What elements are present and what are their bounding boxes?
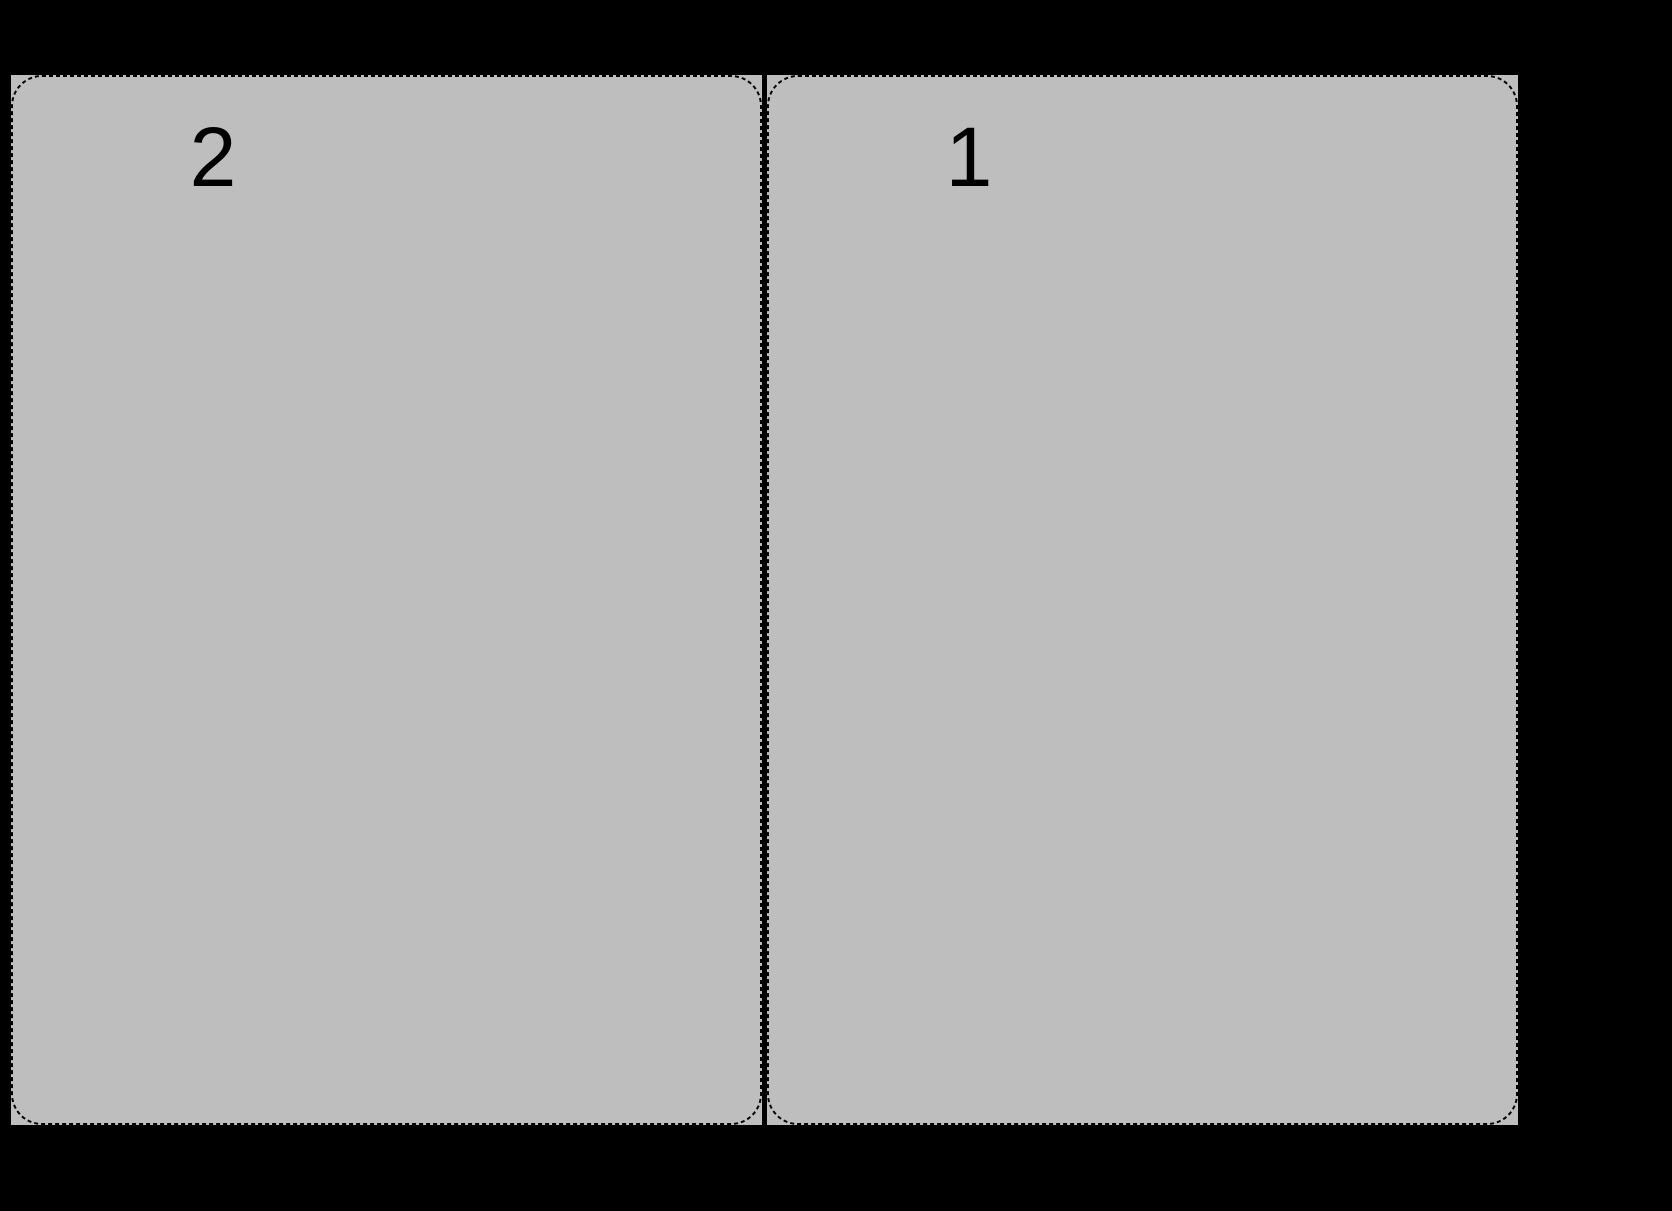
panel-2[interactable]: 2 <box>11 75 762 1125</box>
dashed-rounded-border <box>11 75 762 1125</box>
panel-label: 1 <box>945 110 993 204</box>
dashed-rect <box>767 75 1518 1125</box>
dashed-rect <box>11 75 762 1125</box>
panel-label: 2 <box>189 110 237 204</box>
panel-1[interactable]: 1 <box>767 75 1518 1125</box>
dashed-rounded-border <box>767 75 1518 1125</box>
